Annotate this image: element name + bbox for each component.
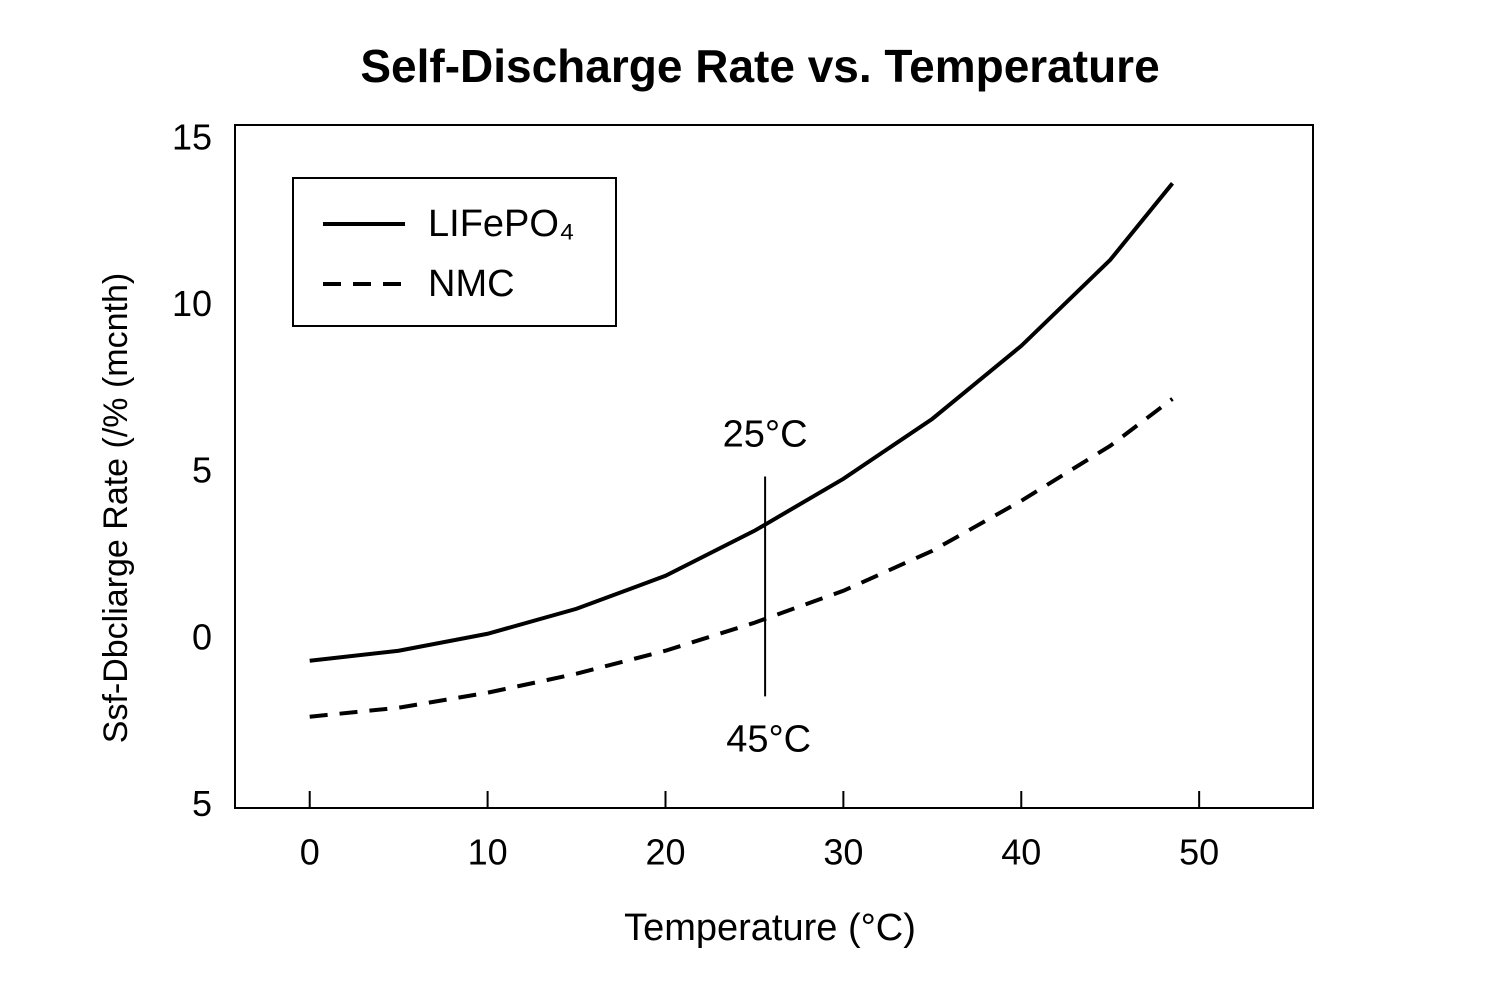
x-tick-label: 0 [300, 832, 320, 873]
annotation: 25°C [723, 414, 808, 456]
y-tick-label: 5 [192, 783, 212, 824]
series-line [309, 397, 1174, 719]
x-tick-label: 10 [468, 832, 508, 873]
x-tick-label: 50 [1179, 832, 1219, 873]
chart-title: Self-Discharge Rate vs. Temperature [360, 40, 1159, 92]
y-tick-label: 10 [172, 283, 212, 324]
y-tick-label: 5 [192, 450, 212, 491]
plot-frame [234, 124, 1314, 809]
y-axis-label: Ssf-Dbcliarge Rate (/% (mcnth) [97, 273, 135, 743]
x-axis-label: Temperature (°C) [624, 907, 916, 949]
x-tick-label: 30 [823, 832, 863, 873]
x-tick-label: 40 [1001, 832, 1041, 873]
x-tick-label: 20 [645, 832, 685, 873]
series-line [309, 182, 1175, 663]
annotation: 45°C [726, 718, 811, 760]
legend-box [292, 177, 617, 327]
y-tick-label: 0 [192, 616, 212, 657]
legend-label: LIFePO₄ [428, 203, 574, 245]
y-tick-label: 15 [172, 117, 212, 158]
legend-label: NMC [428, 263, 515, 305]
